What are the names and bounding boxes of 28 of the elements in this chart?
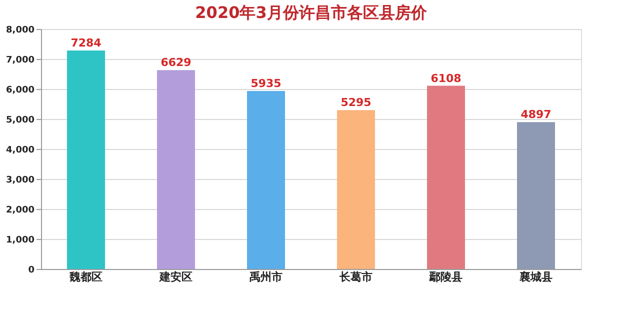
x-tick-label: 长葛市 xyxy=(338,270,372,284)
data-label: 7284 xyxy=(70,36,102,50)
y-tick-label: 3,000 xyxy=(6,176,34,186)
x-tick-label: 禹州市 xyxy=(250,270,282,284)
y-tick-label: 0 xyxy=(28,266,34,276)
x-tick-label: 鄢陵县 xyxy=(428,270,462,284)
chart-title: 2020年3月份许昌市各区县房价 xyxy=(195,3,428,22)
data-label: 5295 xyxy=(340,96,372,110)
bar xyxy=(337,110,375,269)
data-label: 6108 xyxy=(430,72,462,85)
x-tick-label: 魏都区 xyxy=(68,270,102,284)
data-label: 6629 xyxy=(160,56,192,70)
y-tick-label: 2,000 xyxy=(6,206,34,216)
y-tick-label: 1,000 xyxy=(6,236,34,246)
bar xyxy=(157,70,195,269)
y-tick-label: 5,000 xyxy=(6,116,34,126)
y-tick-label: 6,000 xyxy=(6,86,34,96)
bar xyxy=(67,50,105,269)
bar xyxy=(427,86,465,269)
y-tick-label: 8,000 xyxy=(6,26,34,36)
data-label: 5935 xyxy=(250,76,282,90)
data-label: 4897 xyxy=(520,108,552,122)
x-tick-label: 建安区 xyxy=(158,270,192,284)
y-tick-label: 4,000 xyxy=(6,146,34,156)
y-tick-label: 7,000 xyxy=(6,56,34,66)
bar xyxy=(517,122,555,269)
x-tick-label: 襄城县 xyxy=(518,270,552,284)
bar xyxy=(247,90,285,269)
